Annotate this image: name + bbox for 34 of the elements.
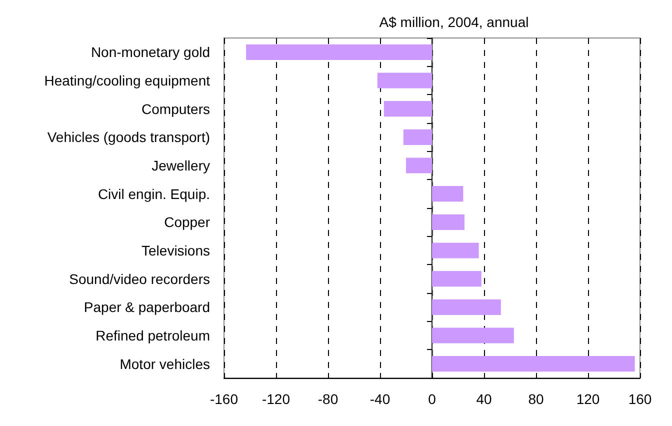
- bar: [432, 299, 501, 315]
- y-tick-label: Non-monetary gold: [90, 44, 210, 60]
- x-tick-label: -40: [370, 391, 390, 407]
- y-tick-label: Vehicles (goods transport): [47, 129, 210, 146]
- bar: [432, 328, 514, 344]
- x-tick-label: 0: [428, 391, 436, 407]
- bar: [406, 158, 432, 174]
- y-tick-label: Motor vehicles: [120, 356, 210, 372]
- y-tick-label: Paper & paperboard: [84, 299, 210, 316]
- bar: [377, 72, 432, 88]
- y-tick-label: Refined petroleum: [96, 328, 210, 344]
- chart-title: A$ million, 2004, annual: [379, 14, 529, 30]
- bar: [432, 242, 479, 258]
- y-tick-label: Televisions: [142, 242, 210, 258]
- bar: [246, 44, 432, 60]
- x-tick-label: 40: [476, 391, 492, 407]
- bar: [432, 214, 464, 230]
- bar: [432, 186, 464, 202]
- y-tick-label: Sound/video recorders: [69, 270, 210, 287]
- x-tick-label: 160: [628, 391, 652, 407]
- y-tick-label: Heating/cooling equipment: [44, 72, 210, 88]
- y-tick-label: Jewellery: [152, 158, 210, 174]
- bar: [432, 271, 482, 287]
- x-tick-label: 80: [528, 391, 544, 407]
- bar: [384, 101, 432, 117]
- y-tick-label: Copper: [164, 214, 210, 230]
- x-tick-label: 120: [576, 391, 600, 407]
- x-tick-label: -120: [262, 391, 290, 407]
- y-tick-label: Civil engin. Equip.: [98, 186, 210, 202]
- x-tick-label: -160: [210, 391, 238, 407]
- bar: [432, 356, 635, 372]
- bar: [403, 129, 432, 145]
- y-tick-label: Computers: [142, 100, 210, 117]
- x-tick-label: -80: [318, 391, 338, 407]
